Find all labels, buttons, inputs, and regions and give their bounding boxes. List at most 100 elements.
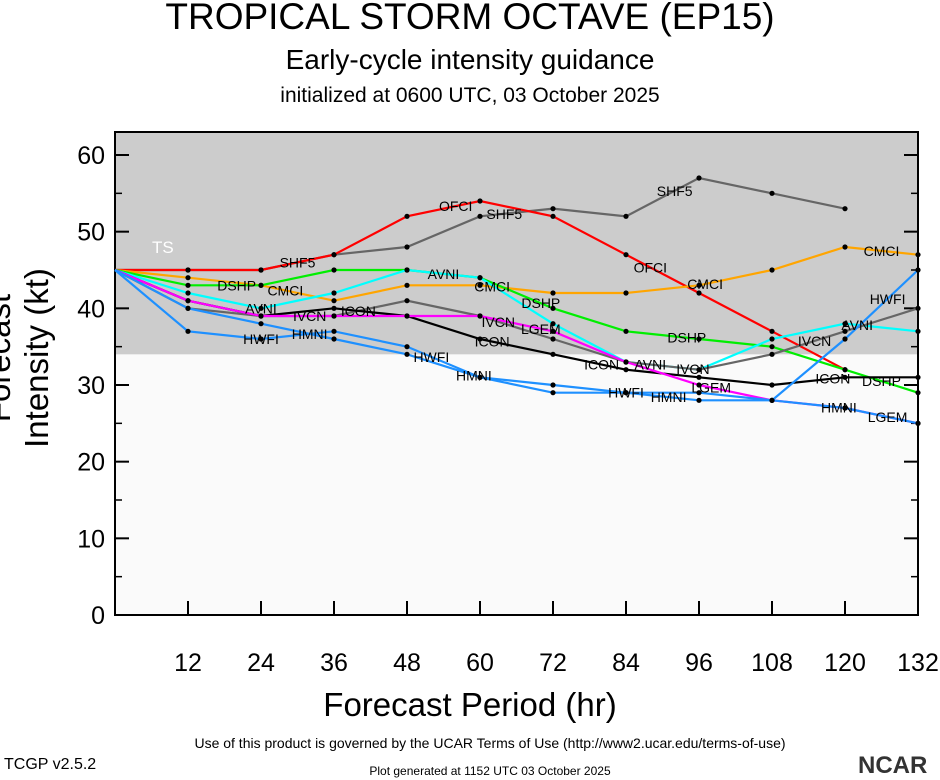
data-point-ofci [331,252,337,258]
series-label-dshp: DSHP [862,373,901,389]
data-point-cmci [477,282,483,288]
series-line-avni [114,268,919,371]
data-point-ofci [696,290,702,296]
data-point-cmci [331,298,337,304]
data-point-shf5 [769,190,775,196]
data-point-cmci [185,275,191,281]
series-line-ivcn [114,269,919,371]
data-point-ivcn [769,351,775,357]
series-label-ivcn: IVCN [482,314,515,330]
series-label-cmci: CMCI [864,243,900,259]
x-tick-label: 12 [174,649,202,677]
data-point-avni [769,336,775,342]
data-point-cmci [404,282,410,288]
series-label-hmni: HMNI [292,326,328,342]
data-point-shf5 [477,213,483,219]
data-point-avni [185,290,191,296]
data-point-ivcn [550,336,556,342]
data-point-dshp [769,344,775,350]
series-label-ofci: OFCI [439,198,472,214]
data-point-hwfi [258,336,264,342]
series-label-avni: AVNI [428,266,460,282]
data-point-hwfi [696,390,702,396]
data-point-cmci [550,290,556,296]
data-point-icon [769,382,775,388]
data-point-icon [842,374,848,380]
data-point-dshp [915,390,921,396]
x-axis-label: Forecast Period (hr) [323,686,617,723]
data-point-icon [915,374,921,380]
series-label-shf5: SHF5 [486,206,522,222]
series-label-dshp: DSHP [521,295,560,311]
data-point-hwfi [404,344,410,350]
series-label-hmni: HMNI [456,367,492,383]
data-point-hwfi [623,390,629,396]
data-point-hwfi [842,336,848,342]
data-point-ofci [477,198,483,204]
series-label-lgem: LGEM [691,380,731,396]
data-point-ofci [550,213,556,219]
data-point-ivcn [915,305,921,311]
x-tick-label: 120 [824,649,866,677]
data-point-hwfi [915,267,921,273]
data-point-dshp [623,328,629,334]
data-point-icon [550,351,556,357]
x-tick-label: 96 [685,649,713,677]
data-point-icon [623,367,629,373]
series-label-cmci: CMCI [687,276,723,292]
series-label-dshp: DSHP [667,330,706,346]
data-point-hmni [842,405,848,411]
x-tick-label: 108 [751,649,793,677]
x-tick-label: 84 [612,649,640,677]
data-point-icon [331,305,337,311]
series-label-lgem: LGEM [521,321,561,337]
data-point-avni [477,275,483,281]
data-point-avni [258,305,264,311]
data-point-ofci [623,252,629,258]
x-tick-label: 72 [539,649,567,677]
data-point-cmci [623,290,629,296]
data-point-ivcn [696,367,702,373]
series-label-avni: AVNI [841,317,873,333]
x-tick-label: 36 [320,649,348,677]
data-point-cmci [696,282,702,288]
data-point-avni [915,328,921,334]
series-label-dshp: DSHP [217,277,256,293]
data-point-lgem [185,298,191,304]
data-point-lgem [623,359,629,365]
version: TCGP v2.5.2 [4,756,97,773]
series-line-hwfi [114,269,919,402]
data-point-hmni [696,397,702,403]
data-point-ofci [404,213,410,219]
series-label-icon: ICON [341,303,376,319]
data-point-lgem [696,382,702,388]
data-point-avni [331,290,337,296]
y-tick-label: 30 [77,372,105,400]
series-label-avni: AVNI [635,357,667,373]
data-point-ivcn [404,298,410,304]
x-tick-label: 60 [466,649,494,677]
data-point-hwfi [550,382,556,388]
data-point-lgem [331,313,337,319]
y-tick-label: 50 [77,219,105,247]
series-label-icon: ICON [475,334,510,350]
series-label-avni: AVNI [245,300,277,316]
chart-title: TROPICAL STORM OCTAVE (EP15) [165,0,775,37]
plot-frame [114,131,919,616]
y-tick-label: 0 [91,602,105,630]
data-point-hmni [404,351,410,357]
terms-of-use: Use of this product is governed by the U… [194,735,786,751]
init-time: initialized at 0600 UTC, 03 October 2025 [280,84,660,107]
series-label-ivcn: IVCN [293,308,326,324]
series-label-hwfi: HWFI [870,291,906,307]
series-label-shf5: SHF5 [657,183,693,199]
series-label-hwfi: HWFI [243,331,279,347]
data-point-icon [477,336,483,342]
data-point-lgem [477,313,483,319]
ts-band [115,132,918,355]
data-point-hmni [915,420,921,426]
series-label-lgem: LGEM [868,409,908,425]
data-point-shf5 [404,244,410,250]
